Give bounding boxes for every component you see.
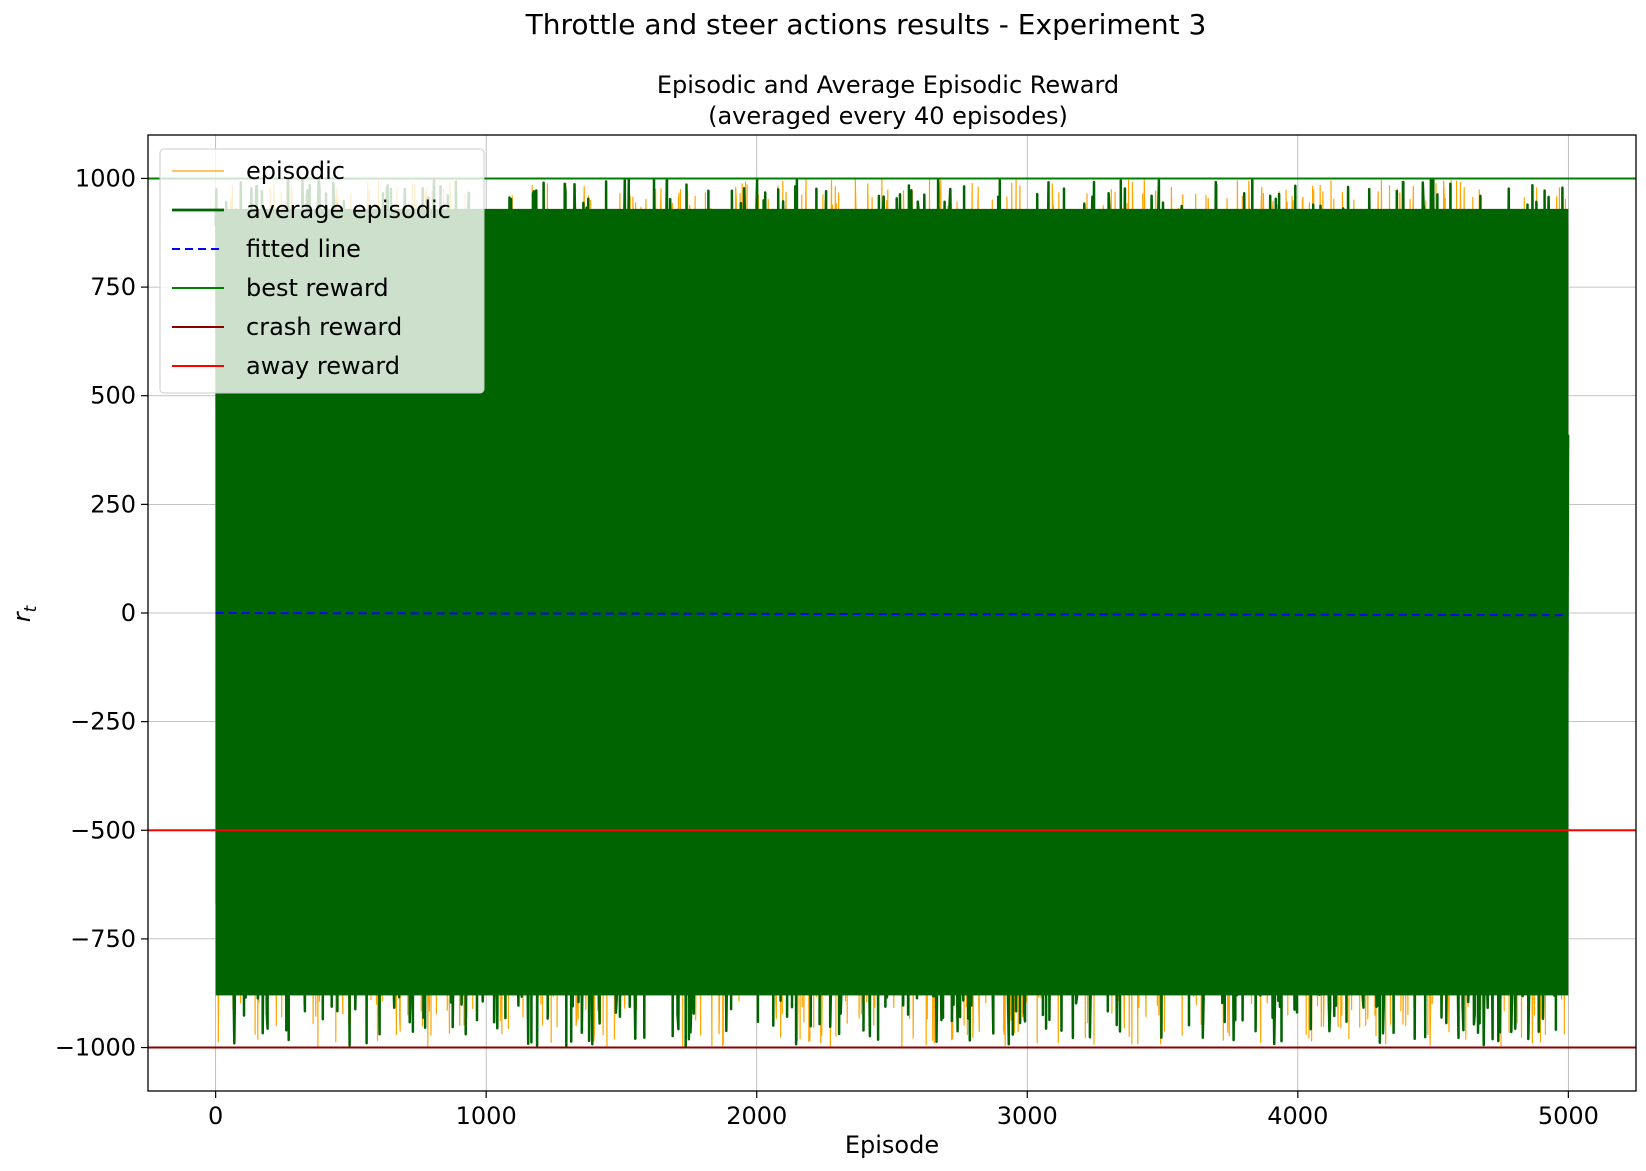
legend: episodic average episodic fitted line best …	[159, 148, 485, 394]
x-tick-label: 5000	[1538, 1102, 1599, 1130]
legend-label-episodic: episodic	[246, 157, 345, 185]
legend-box	[159, 148, 485, 394]
x-axis: 0 1000 2000 3000 4000 5000	[208, 1091, 1599, 1130]
fitted-line-series	[215, 612, 1569, 617]
y-tick-label: −1000	[55, 1034, 136, 1062]
y-axis-label-subscript: t	[21, 604, 41, 612]
x-tick-label: 3000	[997, 1102, 1058, 1130]
legend-label-average-episodic: average episodic	[246, 196, 451, 224]
y-axis-label: rt	[8, 604, 41, 622]
x-tick-label: 1000	[456, 1102, 517, 1130]
legend-label-best-reward: best reward	[246, 274, 389, 302]
y-tick-label: 0	[121, 599, 136, 627]
y-tick-label: −250	[70, 708, 136, 736]
y-tick-label: −500	[70, 816, 136, 844]
legend-label-crash-reward: crash reward	[246, 313, 402, 341]
x-tick-label: 0	[208, 1102, 223, 1130]
plot-area	[147, 134, 1637, 1092]
x-axis-label: Episode	[845, 1131, 939, 1159]
y-tick-label: 1000	[75, 164, 136, 192]
x-tick-label: 2000	[726, 1102, 787, 1130]
y-tick-label: 500	[90, 382, 136, 410]
y-tick-label: 250	[90, 490, 136, 518]
figure-suptitle: Throttle and steer actions results - Exp…	[525, 8, 1207, 41]
legend-label-fitted-line: fitted line	[246, 235, 361, 263]
y-tick-label: 750	[90, 273, 136, 301]
y-tick-label: −750	[70, 925, 136, 953]
y-axis: 1000 750 500 250 0 −250 −500 −750 −1000	[55, 164, 148, 1062]
legend-label-away-reward: away reward	[246, 352, 400, 380]
chart-title-line-2: (averaged every 40 episodes)	[708, 102, 1068, 130]
x-tick-label: 4000	[1267, 1102, 1328, 1130]
average-episodic-series	[214, 177, 1570, 1049]
chart-title-line-1: Episodic and Average Episodic Reward	[657, 71, 1119, 99]
y-axis-label-main: r	[8, 610, 36, 622]
fitted-line	[215, 612, 1569, 617]
